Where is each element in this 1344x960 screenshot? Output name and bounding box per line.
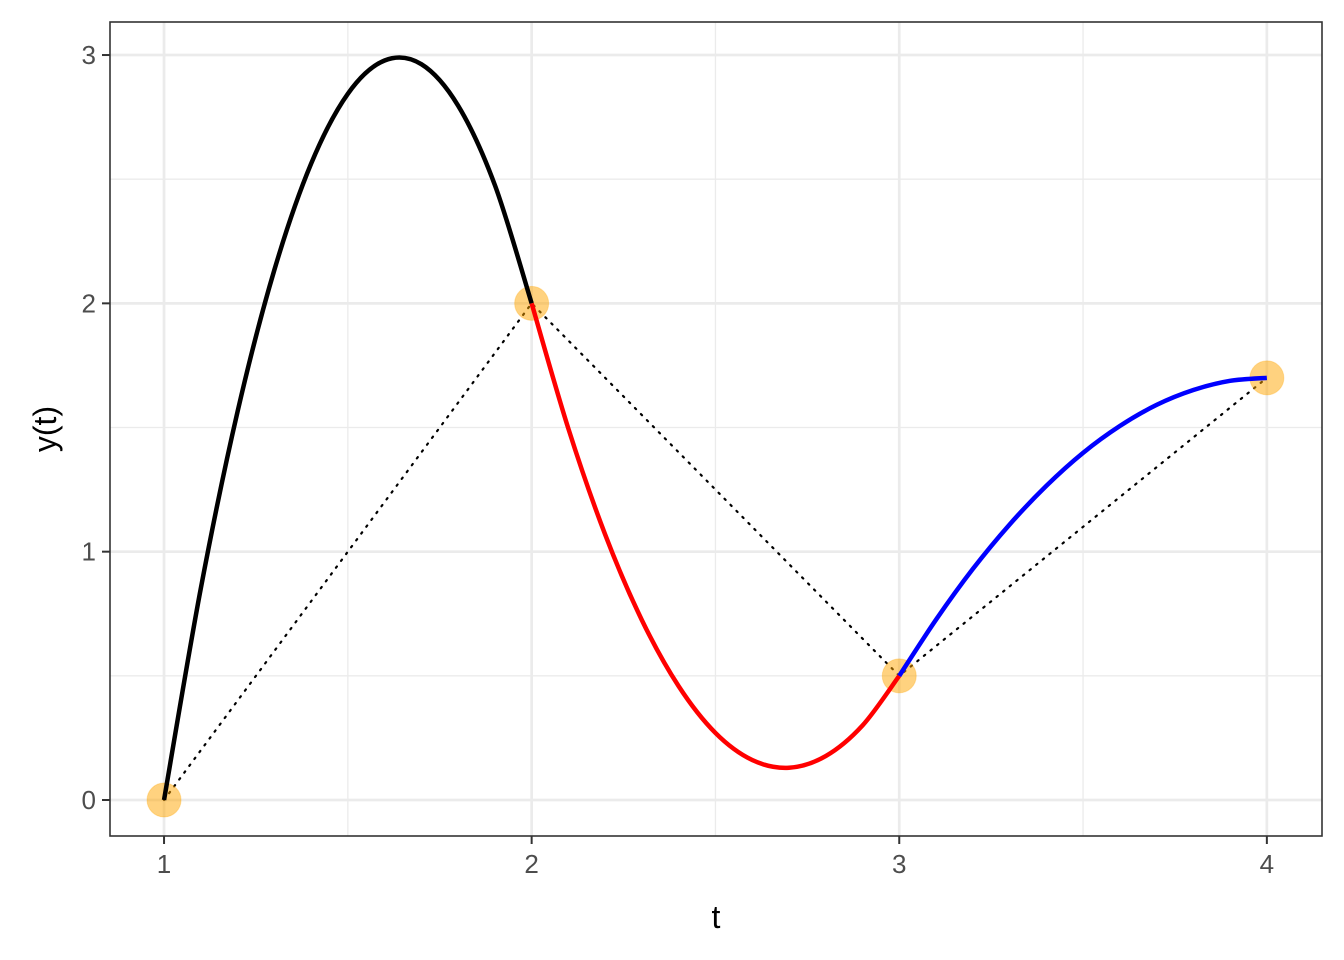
axes: 1 2 3 4 0 1 2 3	[82, 40, 1275, 879]
dotted-connector-line	[162, 301, 1268, 802]
x-axis-title: t	[712, 899, 721, 935]
curve-segment-3	[897, 375, 1268, 678]
panel-border	[109, 21, 1323, 837]
y-tick-label: 3	[82, 40, 96, 70]
grid	[110, 22, 1322, 836]
x-tick-label: 4	[1260, 849, 1274, 879]
x-tick-label: 2	[524, 849, 538, 879]
y-axis-title: y(t)	[27, 406, 63, 452]
y-tick-label: 0	[82, 785, 96, 815]
x-tick-label: 1	[157, 849, 171, 879]
curve-segment-1	[161, 55, 534, 801]
curve-segment-2	[529, 302, 902, 771]
x-tick-label: 3	[892, 849, 906, 879]
knot-connector	[162, 301, 1268, 802]
y-tick-label: 2	[82, 288, 96, 318]
y-tick-label: 1	[82, 537, 96, 567]
series-lines	[161, 55, 1268, 801]
